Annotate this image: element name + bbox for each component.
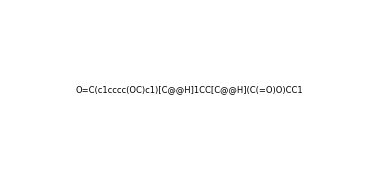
Text: O=C(c1cccc(OC)c1)[C@@H]1CC[C@@H](C(=O)O)CC1: O=C(c1cccc(OC)c1)[C@@H]1CC[C@@H](C(=O)O)…: [75, 85, 303, 94]
